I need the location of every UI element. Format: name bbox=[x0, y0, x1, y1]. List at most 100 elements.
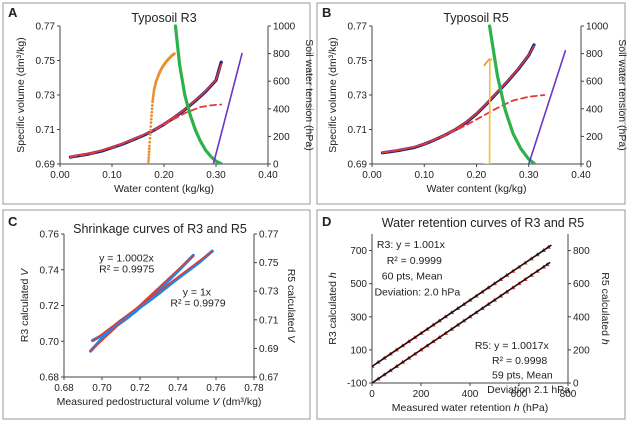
data-point bbox=[147, 161, 150, 164]
y-tick-label: 0.76 bbox=[40, 230, 60, 241]
y2-tick-label: 1000 bbox=[586, 22, 609, 33]
y-tick-label: 0.70 bbox=[40, 337, 60, 348]
data-point bbox=[151, 96, 155, 100]
y-tick-label: 0.69 bbox=[348, 160, 368, 171]
x-tick-label: 0.76 bbox=[206, 383, 226, 394]
annotation: R² = 0.9998 bbox=[492, 355, 547, 367]
x-axis-label: Water content (kg/kg) bbox=[114, 183, 214, 195]
data-point bbox=[150, 114, 153, 118]
x-tick-label: 0.40 bbox=[571, 170, 591, 181]
y-tick-label: 0.73 bbox=[348, 91, 368, 102]
y-axis-label: Specific volume (dm³/kg) bbox=[15, 37, 27, 153]
x-axis-label: Measured pedostructural volume V (dm³/kg… bbox=[57, 396, 262, 408]
data-point bbox=[151, 94, 155, 98]
data-point bbox=[147, 147, 151, 151]
y-tick-label: 0.73 bbox=[36, 91, 56, 102]
y-axis-label: Specific volume (dm³/kg) bbox=[327, 37, 339, 153]
panel-frame bbox=[2, 209, 311, 420]
x-tick-label: 400 bbox=[462, 389, 479, 400]
x-axis-label: Measured water retention h (hPa) bbox=[392, 402, 548, 414]
y2-tick-label: 0 bbox=[273, 160, 279, 171]
chart-title: Typosoil R3 bbox=[131, 11, 196, 25]
x-tick-label: 800 bbox=[560, 389, 577, 400]
annotation: y = 1.0002x bbox=[99, 253, 154, 265]
data-point bbox=[150, 110, 154, 114]
series-green-tension-curve-right bbox=[173, 24, 223, 164]
series-purple-tension-curve-right bbox=[212, 52, 243, 164]
y2-tick-label: 400 bbox=[573, 312, 590, 323]
x-tick-label: 0.30 bbox=[206, 170, 226, 181]
y-axis-label: R3 calculated h bbox=[327, 272, 339, 345]
y2-axis-label: Soil water tension (hPa) bbox=[303, 39, 315, 150]
data-point bbox=[147, 156, 151, 159]
data-point bbox=[149, 117, 153, 121]
series-model-shrinkage-left bbox=[381, 45, 535, 154]
panel-letter: A bbox=[8, 5, 18, 20]
chart-title: Typosoil R5 bbox=[443, 11, 508, 25]
y-tick-label: 0.71 bbox=[36, 125, 56, 136]
x-tick-label: 600 bbox=[511, 389, 528, 400]
data-point bbox=[150, 107, 154, 111]
y-tick-label: 0.75 bbox=[36, 56, 56, 67]
data-point bbox=[152, 90, 156, 93]
y-tick-label: 0.74 bbox=[40, 265, 60, 276]
y2-tick-label: 0.73 bbox=[259, 287, 279, 298]
x-tick-label: 0.00 bbox=[362, 170, 382, 181]
data-point bbox=[148, 136, 152, 140]
data-point bbox=[150, 103, 154, 107]
data-point bbox=[152, 92, 156, 96]
series-model-shrinkage-left bbox=[69, 63, 222, 158]
y-tick-label: 700 bbox=[350, 246, 367, 257]
x-tick-label: 0.20 bbox=[467, 170, 487, 181]
x-axis-label: Water content (kg/kg) bbox=[427, 183, 527, 195]
y-tick-label: 0.71 bbox=[348, 125, 368, 136]
series-model-component-left-dashed bbox=[381, 94, 546, 154]
y2-axis-label: R5 calculated h bbox=[599, 272, 611, 345]
data-point bbox=[148, 140, 152, 144]
series-r5-fit-right bbox=[91, 250, 213, 343]
series-r3-fit-left bbox=[372, 244, 552, 368]
plot-area bbox=[88, 249, 214, 353]
x-tick-label: 0.10 bbox=[415, 170, 435, 181]
y2-tick-label: 200 bbox=[273, 132, 290, 143]
panel-b: B Typosoil R5 0.00 0.10 0.20 0.30 0.40 0.69 0.71… bbox=[316, 2, 628, 205]
annotation: R5: y = 1.0017x bbox=[475, 340, 550, 352]
x-tick-label: 0.78 bbox=[244, 383, 264, 394]
data-point bbox=[147, 153, 151, 157]
series-model-component-left-dashed bbox=[69, 103, 223, 159]
series-soil-water-tension-r3-right bbox=[147, 52, 176, 164]
annotation: Deviation: 2.0 hPa bbox=[374, 286, 460, 298]
panel-letter: D bbox=[322, 214, 331, 229]
x-tick-label: 0.72 bbox=[130, 383, 150, 394]
annotation: R² = 0.9975 bbox=[99, 263, 154, 275]
data-point bbox=[147, 159, 150, 162]
y2-tick-label: 1000 bbox=[273, 22, 296, 33]
y2-tick-label: 0.69 bbox=[259, 344, 279, 355]
y2-axis-label: Soil water tension (hPa) bbox=[616, 39, 628, 150]
series-soil-water-tension-r5-right bbox=[483, 58, 493, 164]
y2-tick-label: 0 bbox=[586, 160, 592, 171]
data-point bbox=[151, 100, 154, 104]
data-point bbox=[149, 129, 152, 132]
panel-frame bbox=[2, 2, 311, 205]
y-tick-label: 300 bbox=[350, 312, 367, 323]
data-point bbox=[147, 150, 151, 154]
y2-tick-label: 600 bbox=[573, 279, 590, 290]
y-tick-label: 100 bbox=[350, 345, 367, 356]
y2-tick-label: 200 bbox=[573, 345, 590, 356]
y-tick-label: 0.77 bbox=[36, 22, 56, 33]
annotation: 59 pts, Mean bbox=[492, 369, 553, 381]
data-point bbox=[148, 132, 152, 136]
y-tick-label: 0.68 bbox=[40, 373, 60, 384]
y2-tick-label: 200 bbox=[586, 132, 603, 143]
x-tick-label: 0.20 bbox=[154, 170, 174, 181]
x-tick-label: 0.74 bbox=[168, 383, 188, 394]
y2-tick-label: 0.67 bbox=[259, 373, 279, 384]
panel-letter: B bbox=[322, 5, 331, 20]
series-r5-fit-right bbox=[372, 261, 551, 383]
y-tick-label: 0.69 bbox=[36, 160, 56, 171]
series-purple-tension-curve-right bbox=[527, 50, 567, 164]
x-tick-label: 0 bbox=[369, 389, 375, 400]
annotation: R3: y = 1.001x bbox=[377, 239, 446, 251]
